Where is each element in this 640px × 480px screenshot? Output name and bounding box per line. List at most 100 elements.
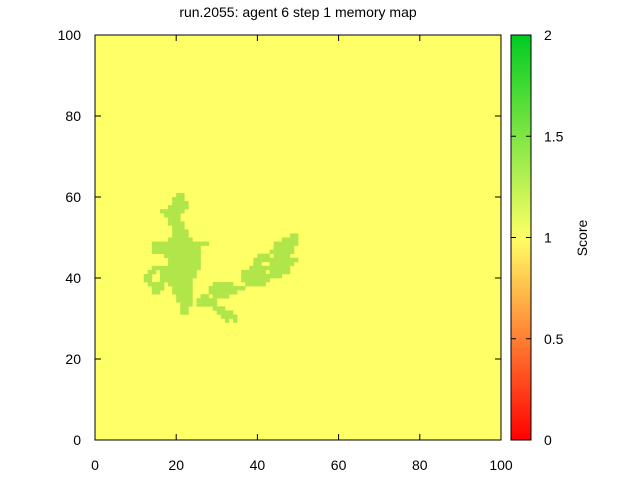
colorbar-tick-label: 2 <box>544 27 552 43</box>
heatmap-cell <box>168 257 173 263</box>
heatmap-cell <box>249 265 254 271</box>
heatmap-cell <box>188 249 193 254</box>
heatmap-cell <box>228 286 234 291</box>
heatmap-cell <box>180 253 185 259</box>
heatmap-cell <box>180 245 185 250</box>
heatmap-cell <box>204 302 209 307</box>
heatmap-cell <box>180 225 185 230</box>
heatmap-cell <box>172 265 177 271</box>
heatmap-cell <box>289 245 295 250</box>
heatmap-cell <box>261 257 266 263</box>
heatmap-cell <box>273 257 278 263</box>
heatmap-cell <box>212 294 218 299</box>
heatmap-cell <box>277 241 283 246</box>
heatmap-cell <box>265 265 270 271</box>
heatmap-cell <box>224 314 230 319</box>
heatmap-cell <box>285 257 291 263</box>
heatmap-cell <box>196 261 201 267</box>
heatmap-cell <box>196 265 201 271</box>
heatmap-cell <box>176 217 181 222</box>
heatmap-cell <box>176 205 181 210</box>
heatmap-cell <box>216 310 222 315</box>
heatmap-cell <box>180 302 185 307</box>
heatmap-cell <box>293 257 299 263</box>
heatmap-cell <box>192 273 197 279</box>
heatmap-cell <box>184 241 189 246</box>
heatmap-cell <box>269 273 274 279</box>
colorbar-tick-label: 0.5 <box>544 331 564 347</box>
heatmap-cell <box>164 253 169 259</box>
heatmap-cell <box>164 265 169 271</box>
heatmap-cell <box>184 282 189 287</box>
heatmap-cell <box>257 265 262 271</box>
heatmap-cell <box>172 213 177 218</box>
heatmap-cell <box>184 286 189 291</box>
heatmap-cell <box>293 241 299 246</box>
heatmap-cell <box>180 261 185 267</box>
heatmap-cell <box>176 237 181 242</box>
heatmap-cell <box>273 241 278 246</box>
heatmap-cell <box>176 298 181 303</box>
heatmap-cell <box>176 282 181 287</box>
heatmap-cell <box>143 278 149 283</box>
heatmap-cell <box>188 253 193 259</box>
heatmap-cell <box>159 278 165 283</box>
heatmap-cells <box>143 192 299 323</box>
heatmap-cell <box>168 265 173 271</box>
heatmap-cell <box>168 245 173 250</box>
heatmap-cell <box>257 253 262 259</box>
heatmap-cell <box>168 249 173 254</box>
heatmap-cell <box>289 257 295 263</box>
heatmap-cell <box>233 318 238 323</box>
heatmap-cell <box>285 253 291 259</box>
heatmap-cell <box>164 245 169 250</box>
heatmap-cell <box>204 298 209 303</box>
x-tick-label: 60 <box>331 457 347 473</box>
heatmap-cell <box>164 209 169 214</box>
heatmap-cell <box>184 205 189 210</box>
heatmap-cell <box>155 245 161 250</box>
heatmap-cell <box>277 265 283 271</box>
heatmap-cell <box>176 249 181 254</box>
heatmap-cell <box>192 253 197 259</box>
heatmap-cell <box>204 241 209 246</box>
heatmap-cell <box>261 282 266 287</box>
heatmap-cell <box>196 249 201 254</box>
heatmap-cell <box>168 269 173 275</box>
heatmap-cell <box>277 249 283 254</box>
heatmap-cell <box>273 269 278 275</box>
heatmap-cell <box>159 249 165 254</box>
heatmap-cell <box>265 257 270 263</box>
heatmap-cell <box>159 269 165 275</box>
heatmap-cell <box>180 209 185 214</box>
heatmap-cell <box>172 205 177 210</box>
heatmap-cell <box>172 225 177 230</box>
x-tick-label: 20 <box>168 457 184 473</box>
heatmap-cell <box>281 241 287 246</box>
heatmap-cell <box>188 237 193 242</box>
heatmap-cell <box>180 257 185 263</box>
heatmap-cell <box>216 290 222 295</box>
heatmap-cell <box>172 233 177 238</box>
heatmap-cell <box>164 269 169 275</box>
heatmap-cell <box>180 269 185 275</box>
heatmap-cell <box>224 318 230 323</box>
heatmap-cell <box>180 290 185 295</box>
heatmap-cell <box>168 282 173 287</box>
heatmap-cell <box>176 273 181 279</box>
heatmap-cell <box>277 245 283 250</box>
heatmap-cell <box>164 241 169 246</box>
heatmap-cell <box>208 298 214 303</box>
heatmap-cell <box>176 257 181 263</box>
heatmap-cell <box>261 253 266 259</box>
heatmap-cell <box>184 233 189 238</box>
heatmap-cell <box>245 278 250 283</box>
heatmap-cell <box>159 265 165 271</box>
heatmap-cell <box>257 261 262 267</box>
heatmap-cell <box>176 197 181 202</box>
colorbar-axis: 0 0.5 1 1.5 2 <box>511 27 564 448</box>
heatmap-cell <box>257 278 262 283</box>
heatmap-cell <box>188 286 193 291</box>
x-axis: 0 20 40 60 80 100 <box>91 35 513 473</box>
chart-title: run.2055: agent 6 step 1 memory map <box>179 4 417 20</box>
